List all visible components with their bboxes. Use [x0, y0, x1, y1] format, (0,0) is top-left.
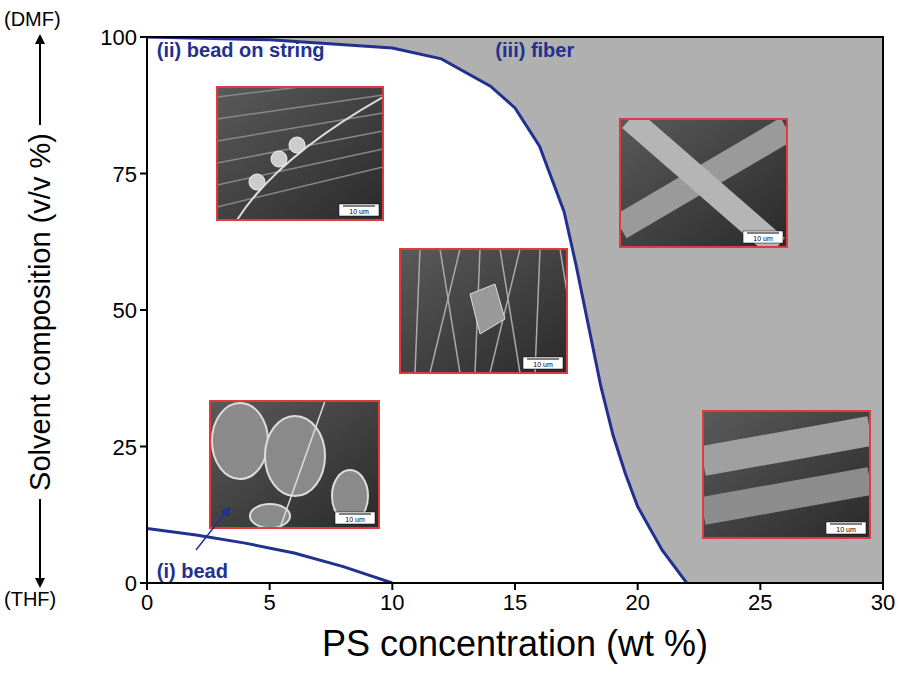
- sem-bead: [212, 403, 268, 479]
- scale-bar-box: [335, 512, 375, 524]
- y-axis-title: Solvent composition (v/v %): [24, 133, 56, 491]
- sem-inset: 10 um: [703, 411, 870, 538]
- scale-bar-label: 10 um: [533, 361, 553, 368]
- x-tick: [759, 583, 761, 590]
- sem-inset: 10 um: [210, 401, 379, 528]
- sem-fiber: [560, 249, 567, 373]
- x-tick-label: 0: [141, 590, 153, 615]
- y-tick: [140, 446, 147, 448]
- sem-fiber: [430, 249, 460, 373]
- sem-fiber: [217, 131, 383, 163]
- sem-image: [703, 411, 870, 538]
- sem-bead: [249, 174, 265, 190]
- scale-bar-box: [743, 231, 783, 243]
- scale-bar: [747, 233, 779, 234]
- plot-frame: [147, 37, 883, 583]
- sem-texture: [212, 401, 368, 528]
- scale-bar: [830, 524, 862, 525]
- y-top-label: (DMF): [4, 8, 61, 30]
- scale-bar-box: [523, 357, 563, 369]
- sem-inset: 10 um: [217, 77, 383, 220]
- x-tick-label: 20: [625, 590, 649, 615]
- sem-image: [400, 249, 567, 373]
- sem-inset: 10 um: [620, 119, 787, 247]
- sem-fiber: [440, 249, 460, 373]
- y-tick-label: 50: [113, 298, 137, 323]
- y-tick: [140, 36, 147, 38]
- sem-fiber: [217, 149, 383, 185]
- sem-fiber: [280, 401, 325, 528]
- sem-texture: [217, 87, 383, 220]
- region-label: (ii) bead on string: [157, 39, 325, 61]
- scale-bar: [343, 206, 375, 207]
- inset-border: [703, 411, 870, 538]
- x-tick: [882, 583, 884, 590]
- sem-bead: [289, 137, 305, 153]
- sem-fiber: [415, 249, 420, 373]
- sem-fiber: [703, 431, 870, 461]
- x-tick: [391, 583, 393, 590]
- sem-fiber: [703, 481, 870, 511]
- sem-fiber: [217, 95, 383, 119]
- scale-bar: [527, 359, 559, 360]
- x-tick: [269, 583, 271, 590]
- sem-image: [210, 401, 379, 528]
- bead-pointer: [196, 508, 229, 550]
- y-bottom-label: (THF): [4, 588, 56, 610]
- chart: 0 5 10 15 20 25 30 0 25 50 75 100 PS concentration (…: [0, 0, 901, 673]
- scale-bar-box: [339, 204, 379, 216]
- sem-fiber: [217, 87, 383, 97]
- y-tick: [140, 173, 147, 175]
- boundary-curve: [147, 528, 392, 583]
- sem-image: [217, 87, 383, 220]
- sem-fiber: [630, 119, 777, 247]
- sem-inset: 10 um: [370, 249, 580, 373]
- scale-bar-box: [826, 522, 866, 534]
- y-tick-label: 25: [113, 435, 137, 460]
- x-tick: [637, 583, 639, 590]
- sem-fiber: [217, 167, 383, 207]
- sem-bead: [271, 151, 287, 167]
- scale-bar: [339, 514, 371, 515]
- x-tick: [514, 583, 516, 590]
- sem-texture: [400, 249, 567, 373]
- y-tick-label: 100: [100, 25, 137, 50]
- scale-bar-label: 10 um: [836, 526, 856, 533]
- sem-texture: [620, 119, 787, 247]
- scale-bar-label: 10 um: [753, 235, 773, 242]
- x-axis-title: PS concentration (wt %): [322, 623, 708, 664]
- scale-bar-label: 10 um: [345, 516, 365, 523]
- dmf-arrow: [39, 36, 41, 125]
- region-label: (iii) fiber: [495, 39, 574, 61]
- inset-border: [217, 87, 383, 220]
- y-tick-label: 75: [113, 162, 137, 187]
- fiber-region: [147, 37, 883, 583]
- sem-bead: [470, 284, 505, 334]
- thf-arrow: [39, 499, 41, 586]
- x-tick-label: 25: [748, 590, 772, 615]
- sem-fiber: [237, 97, 383, 220]
- boundary-curve: [147, 37, 687, 583]
- y-tick-label: 0: [125, 571, 137, 596]
- x-tick-label: 5: [264, 590, 276, 615]
- y-tick: [140, 582, 147, 584]
- inset-border: [400, 249, 567, 373]
- x-tick-label: 30: [871, 590, 895, 615]
- x-tick-label: 10: [380, 590, 404, 615]
- region-label: (i) bead: [157, 560, 228, 582]
- inset-border: [620, 119, 787, 247]
- sem-fiber: [535, 249, 540, 373]
- scale-bar-label: 10 um: [349, 208, 369, 215]
- y-tick: [140, 309, 147, 311]
- plot-area: [147, 37, 883, 583]
- sem-image: [620, 119, 787, 247]
- sem-texture: [703, 431, 870, 511]
- x-tick-label: 15: [503, 590, 527, 615]
- sem-fiber: [217, 113, 383, 141]
- x-tick: [146, 583, 148, 590]
- inset-border: [210, 401, 379, 528]
